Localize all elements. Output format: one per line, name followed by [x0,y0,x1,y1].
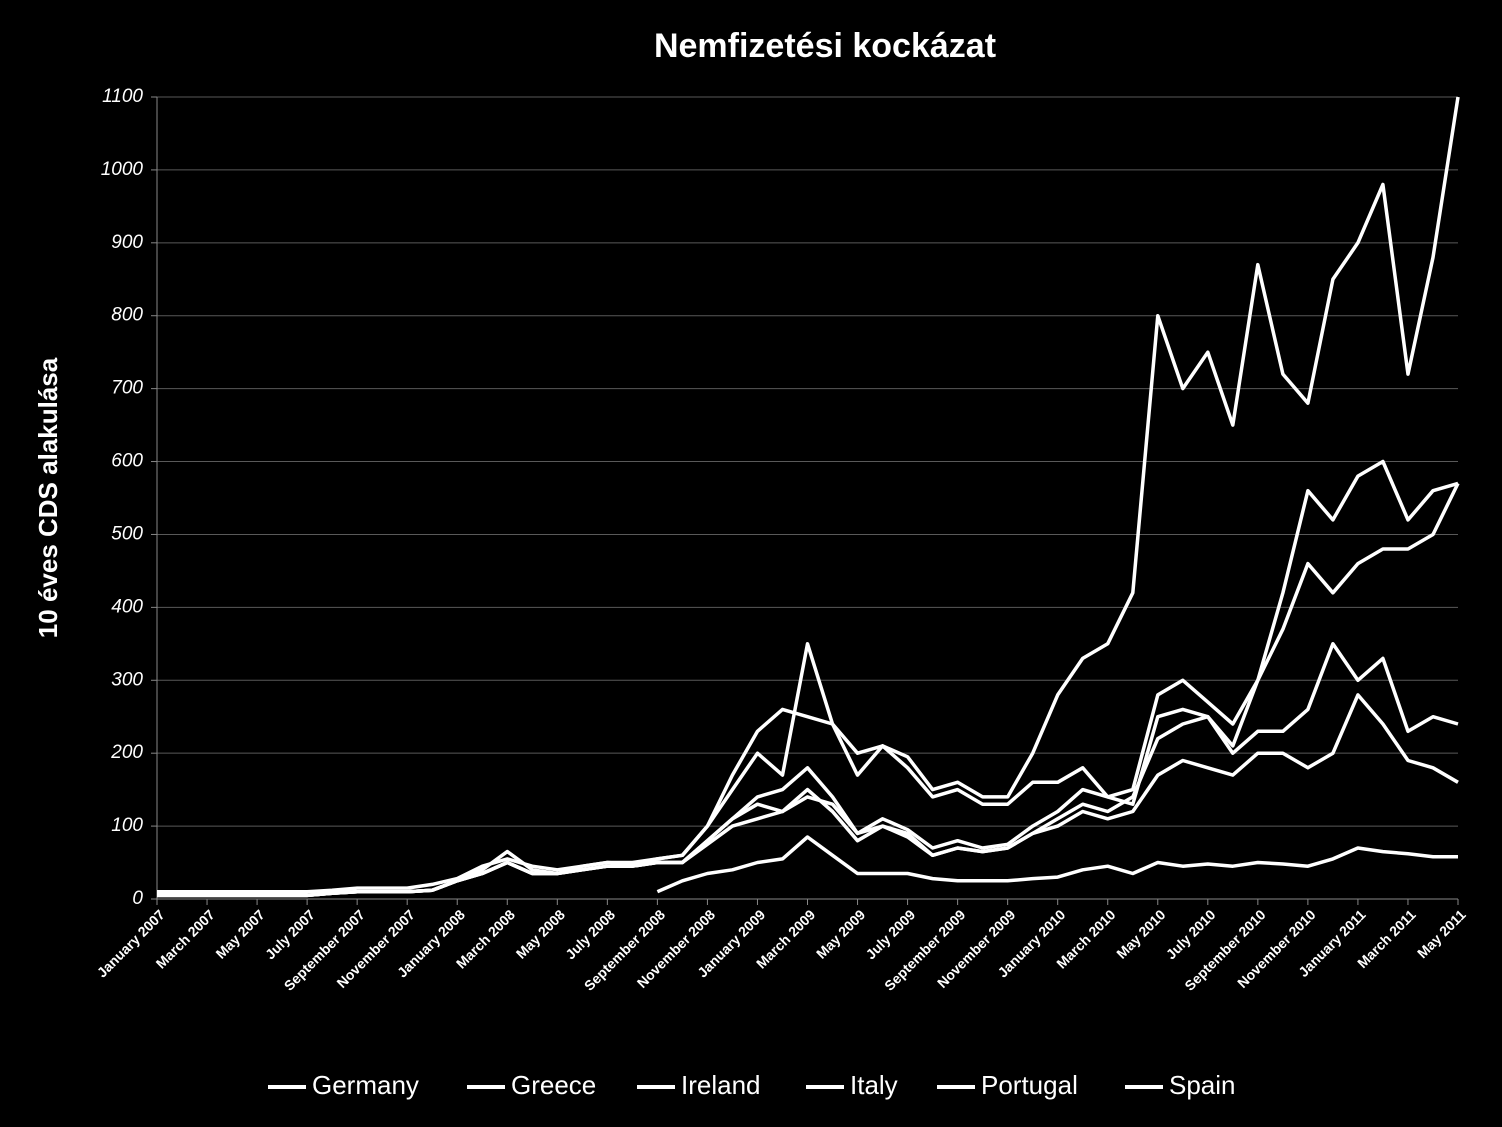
legend-label: Italy [850,1070,898,1100]
y-tick-label: 300 [111,669,143,690]
y-tick-label: 200 [110,742,143,763]
legend-label: Germany [312,1070,419,1100]
y-tick-label: 1100 [102,86,143,107]
y-tick-label: 1000 [101,159,144,180]
chart-title: Nemfizetési kockázat [654,27,996,65]
series-line [157,96,1460,894]
series-line [656,835,1458,894]
y-tick-label: 600 [111,451,143,472]
y-tick-label: 400 [111,596,143,617]
y-axis-label: 10 éves CDS alakulása [33,357,63,638]
y-tick-label: 700 [111,378,143,399]
y-tick-label: 0 [132,888,143,909]
y-tick-label: 500 [111,523,143,544]
legend-label: Ireland [681,1070,761,1100]
legend-label: Spain [1169,1070,1236,1100]
legend-label: Greece [511,1070,596,1100]
y-tick-label: 100 [111,815,143,836]
y-tick-label: 800 [111,305,143,326]
legend-label: Portugal [981,1070,1078,1100]
series-line [157,642,1459,898]
y-tick-label: 900 [111,232,143,253]
